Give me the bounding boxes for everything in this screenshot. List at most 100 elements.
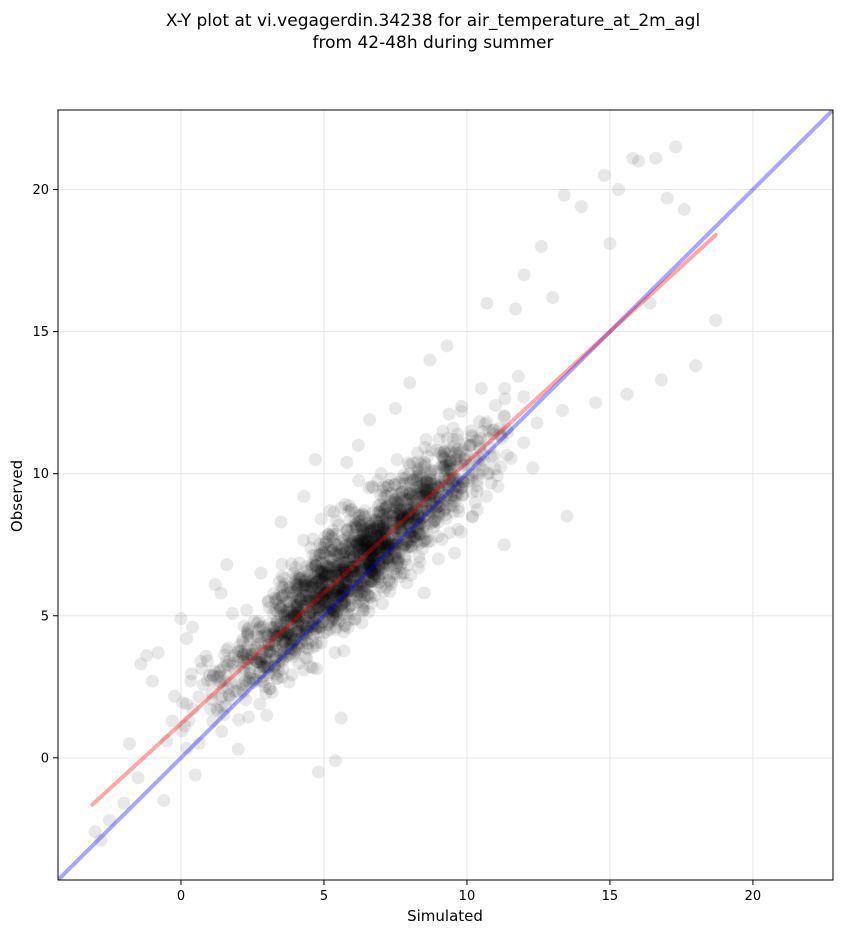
scatter-point bbox=[323, 570, 337, 584]
scatter-point bbox=[329, 566, 343, 580]
scatter-point bbox=[283, 626, 297, 640]
scatter-point bbox=[303, 609, 317, 623]
scatter-point bbox=[254, 619, 268, 633]
scatter-point bbox=[358, 510, 372, 524]
scatter-point bbox=[439, 459, 453, 473]
scatter-point bbox=[643, 296, 657, 310]
scatter-point bbox=[358, 534, 372, 548]
scatter-point bbox=[332, 579, 346, 593]
scatter-point bbox=[285, 557, 299, 571]
scatter-point bbox=[351, 558, 365, 572]
scatter-point bbox=[270, 672, 284, 686]
scatter-point bbox=[412, 466, 426, 480]
scatter-point bbox=[352, 530, 366, 544]
scatter-point bbox=[418, 482, 432, 496]
scatter-point bbox=[294, 624, 308, 638]
scatter-point bbox=[393, 514, 407, 528]
scatter-point bbox=[350, 578, 364, 592]
scatter-point bbox=[365, 513, 379, 527]
scatter-point bbox=[323, 543, 337, 557]
scatter-point bbox=[291, 580, 305, 594]
scatter-point bbox=[371, 534, 385, 548]
scatter-point bbox=[410, 464, 424, 478]
scatter-point bbox=[298, 651, 312, 665]
scatter-point bbox=[237, 661, 251, 675]
scatter-point bbox=[273, 588, 287, 602]
scatter-point bbox=[363, 556, 377, 570]
scatter-point bbox=[261, 595, 275, 609]
scatter-point bbox=[345, 584, 359, 598]
scatter-point bbox=[285, 605, 299, 619]
scatter-point bbox=[406, 530, 420, 544]
scatter-point bbox=[399, 516, 413, 530]
scatter-point bbox=[379, 540, 393, 554]
scatter-point bbox=[382, 538, 396, 552]
scatter-point bbox=[365, 537, 379, 551]
scatter-point bbox=[192, 690, 206, 704]
scatter-point bbox=[372, 515, 386, 529]
scatter-point bbox=[364, 562, 378, 576]
scatter-point bbox=[298, 611, 312, 625]
scatter-point bbox=[437, 461, 451, 475]
scatter-point bbox=[379, 580, 393, 594]
scatter-point bbox=[218, 674, 232, 688]
scatter-point bbox=[365, 479, 379, 493]
scatter-point bbox=[400, 488, 414, 502]
scatter-point bbox=[314, 577, 328, 591]
scatter-point bbox=[377, 518, 391, 532]
scatter-point bbox=[411, 484, 425, 498]
scatter-point bbox=[449, 452, 463, 466]
scatter-point bbox=[413, 509, 427, 523]
scatter-point bbox=[364, 541, 378, 555]
scatter-point bbox=[362, 524, 376, 538]
scatter-point bbox=[397, 468, 411, 482]
scatter-point bbox=[307, 594, 321, 608]
scatter-point bbox=[364, 564, 378, 578]
scatter-point bbox=[292, 577, 306, 591]
scatter-point bbox=[304, 660, 318, 674]
scatter-point bbox=[291, 581, 305, 595]
scatter-point bbox=[311, 581, 325, 595]
scatter-point bbox=[393, 561, 407, 575]
scatter-point bbox=[444, 491, 458, 505]
scatter-point bbox=[481, 467, 495, 481]
scatter-point bbox=[290, 598, 304, 612]
scatter-point bbox=[423, 491, 437, 505]
scatter-point bbox=[304, 591, 318, 605]
scatter-point bbox=[279, 610, 293, 624]
scatter-point bbox=[344, 564, 358, 578]
scatter-point bbox=[404, 476, 418, 490]
scatter-point bbox=[495, 432, 509, 446]
scatter-point bbox=[297, 583, 311, 597]
scatter-point bbox=[268, 591, 282, 605]
scatter-point bbox=[226, 656, 240, 670]
scatter-point bbox=[326, 523, 340, 537]
scatter-point bbox=[365, 524, 379, 538]
scatter-point bbox=[184, 667, 198, 681]
scatter-point bbox=[405, 529, 419, 543]
scatter-point bbox=[134, 657, 148, 671]
scatter-point bbox=[418, 498, 432, 512]
scatter-point bbox=[256, 670, 270, 684]
scatter-point bbox=[241, 674, 255, 688]
scatter-point bbox=[311, 601, 325, 615]
scatter-point bbox=[355, 519, 369, 533]
scatter-point bbox=[418, 494, 432, 508]
scatter-point bbox=[390, 499, 404, 513]
scatter-point bbox=[362, 605, 376, 619]
scatter-point bbox=[324, 595, 338, 609]
scatter-point bbox=[323, 623, 337, 637]
scatter-point bbox=[357, 585, 371, 599]
scatter-point bbox=[305, 579, 319, 593]
scatter-point bbox=[350, 572, 364, 586]
scatter-point bbox=[327, 581, 341, 595]
scatter-point bbox=[285, 668, 299, 682]
scatter-point bbox=[359, 539, 373, 553]
scatter-point bbox=[395, 491, 409, 505]
scatter-point bbox=[413, 489, 427, 503]
scatter-point bbox=[392, 551, 406, 565]
scatter-point bbox=[450, 458, 464, 472]
scatter-point bbox=[348, 506, 362, 520]
scatter-point bbox=[448, 446, 462, 460]
scatter-point bbox=[290, 578, 304, 592]
